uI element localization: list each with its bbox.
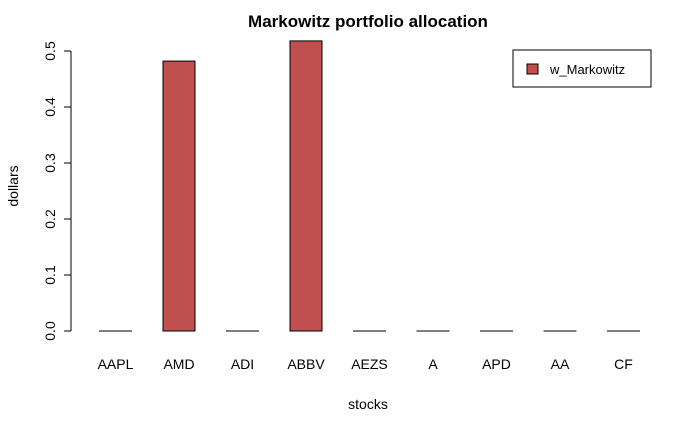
y-tick-label: 0.5: [42, 41, 58, 61]
x-tick-label-cf: CF: [614, 356, 633, 372]
chart-title: Markowitz portfolio allocation: [248, 12, 488, 31]
x-tick-label-a: A: [428, 356, 438, 372]
legend: w_Markowitz: [512, 49, 652, 88]
y-axis: 0.0 0.1 0.2 0.3 0.4 0.5: [42, 41, 72, 341]
bar-abbv: [289, 40, 323, 332]
x-tick-label-aa: AA: [551, 356, 570, 372]
x-tick-label-abbv: ABBV: [287, 356, 325, 372]
bars: [99, 40, 640, 332]
x-tick-labels: AAPL AMD ADI ABBV AEZS A APD AA CF: [98, 356, 633, 372]
x-tick-label-apd: APD: [482, 356, 511, 372]
bar-amd: [162, 60, 196, 332]
legend-box: [512, 49, 652, 88]
y-axis-label: dollars: [5, 165, 21, 206]
y-tick-label: 0.1: [42, 265, 58, 285]
x-tick-label-aapl: AAPL: [98, 356, 134, 372]
legend-label-w-markowitz: w_Markowitz: [549, 62, 625, 77]
x-axis-label: stocks: [348, 396, 388, 412]
x-tick-label-adi: ADI: [231, 356, 254, 372]
y-tick-label: 0.4: [42, 97, 58, 117]
x-tick-label-amd: AMD: [163, 356, 194, 372]
legend-swatch-w-markowitz: [526, 63, 539, 75]
y-tick-label: 0.2: [42, 209, 58, 229]
x-tick-label-aezs: AEZS: [351, 356, 388, 372]
y-tick-label: 0.3: [42, 153, 58, 173]
y-tick-label: 0.0: [42, 321, 58, 341]
